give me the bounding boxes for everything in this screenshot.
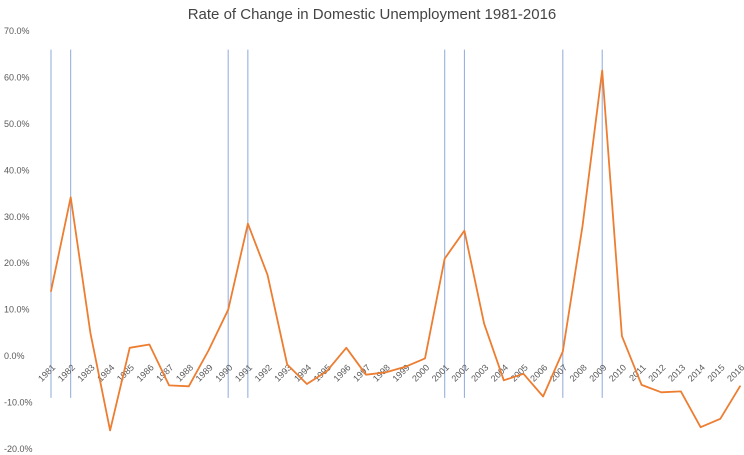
chart-title: Rate of Change in Domestic Unemployment … (188, 6, 557, 23)
y-tick-label: -20.0% (4, 444, 33, 454)
x-tick-label: 1992 (253, 362, 274, 383)
x-tick-label: 1997 (351, 362, 372, 383)
y-tick-label: 0.0% (4, 351, 25, 361)
y-tick-label: 30.0% (4, 212, 30, 222)
x-tick-label: 2010 (607, 362, 628, 383)
y-tick-label: 10.0% (4, 305, 30, 315)
x-tick-label: 2003 (469, 362, 490, 383)
x-tick-label: 2000 (410, 362, 431, 383)
series-group (50, 69, 741, 432)
x-tick-label: 1986 (135, 362, 156, 383)
x-tick-label: 2013 (666, 362, 687, 383)
x-tick-label: 2014 (686, 362, 707, 383)
x-axis-ticks: 1981198219831984198519861987198819891990… (36, 362, 744, 383)
x-tick-label: 2002 (450, 362, 471, 383)
x-tick-label: 1983 (76, 362, 97, 383)
y-tick-label: 40.0% (4, 165, 30, 175)
x-tick-label: 1990 (213, 362, 234, 383)
y-tick-label: 20.0% (4, 258, 30, 268)
x-tick-label: 1995 (312, 362, 333, 383)
x-tick-label: 2005 (509, 362, 530, 383)
y-tick-label: 50.0% (4, 119, 30, 129)
x-tick-label: 2001 (430, 362, 451, 383)
x-tick-label: 1981 (36, 362, 57, 383)
x-tick-label: 2008 (568, 362, 589, 383)
y-tick-label: 70.0% (4, 26, 30, 36)
series-line-0 (50, 69, 741, 432)
x-tick-label: 2012 (646, 362, 667, 383)
x-tick-label: 2015 (705, 362, 726, 383)
y-tick-label: -10.0% (4, 398, 33, 408)
x-tick-label: 1991 (233, 362, 254, 383)
x-tick-label: 2016 (725, 362, 744, 383)
x-tick-label: 2009 (587, 362, 608, 383)
reference-lines (50, 49, 603, 398)
x-tick-label: 1987 (154, 362, 175, 383)
x-tick-label: 2007 (548, 362, 569, 383)
y-tick-label: 60.0% (4, 72, 30, 82)
y-axis-ticks: 70.0% 60.0% 50.0% 40.0% 30.0% 20.0% 10.0% 0.0% -… (4, 26, 33, 454)
x-tick-label: 2006 (528, 362, 549, 383)
x-tick-label: 1982 (56, 362, 77, 383)
x-tick-label: 1993 (272, 362, 293, 383)
x-tick-label: 1996 (331, 362, 352, 383)
